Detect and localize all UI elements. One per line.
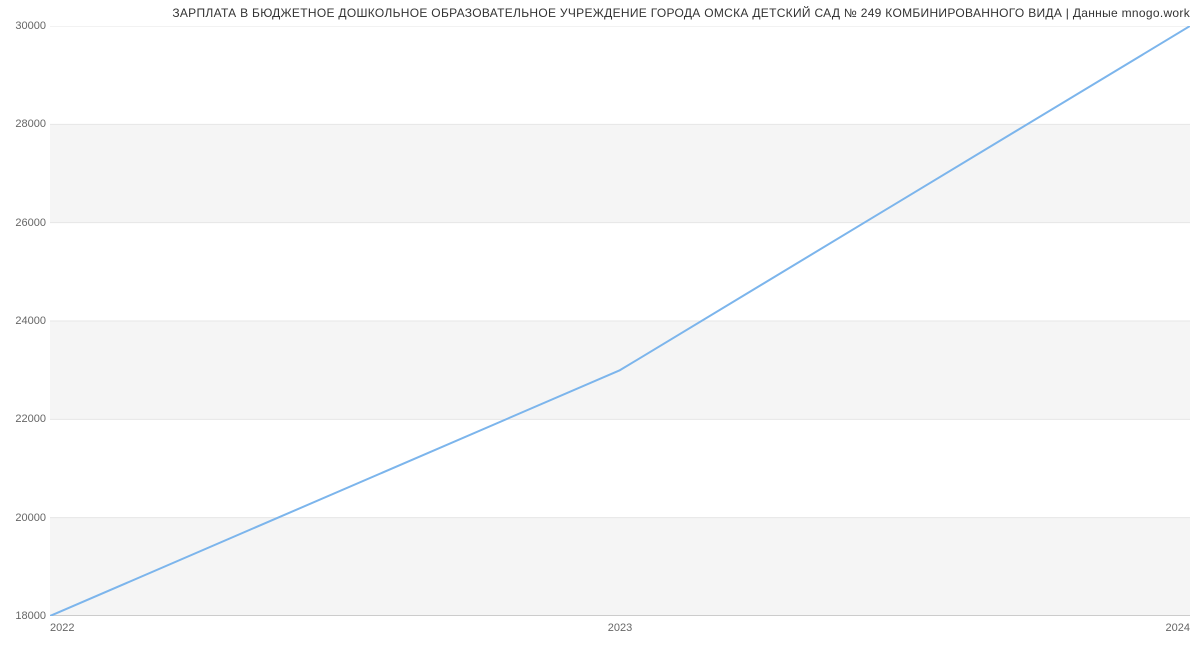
y-tick-label: 22000 — [15, 413, 46, 425]
y-tick-label: 24000 — [15, 315, 46, 327]
y-tick-label: 28000 — [15, 118, 46, 130]
x-tick-label: 2024 — [1166, 622, 1190, 634]
y-tick-label: 20000 — [15, 512, 46, 524]
plot-area — [50, 26, 1190, 616]
y-tick-label: 18000 — [15, 610, 46, 622]
chart-title: ЗАРПЛАТА В БЮДЖЕТНОЕ ДОШКОЛЬНОЕ ОБРАЗОВА… — [172, 6, 1190, 20]
chart-svg — [50, 26, 1190, 616]
y-tick-label: 30000 — [15, 20, 46, 32]
salary-line-chart: ЗАРПЛАТА В БЮДЖЕТНОЕ ДОШКОЛЬНОЕ ОБРАЗОВА… — [0, 0, 1200, 650]
x-tick-label: 2022 — [50, 622, 74, 634]
y-tick-label: 26000 — [15, 217, 46, 229]
x-tick-label: 2023 — [608, 622, 632, 634]
